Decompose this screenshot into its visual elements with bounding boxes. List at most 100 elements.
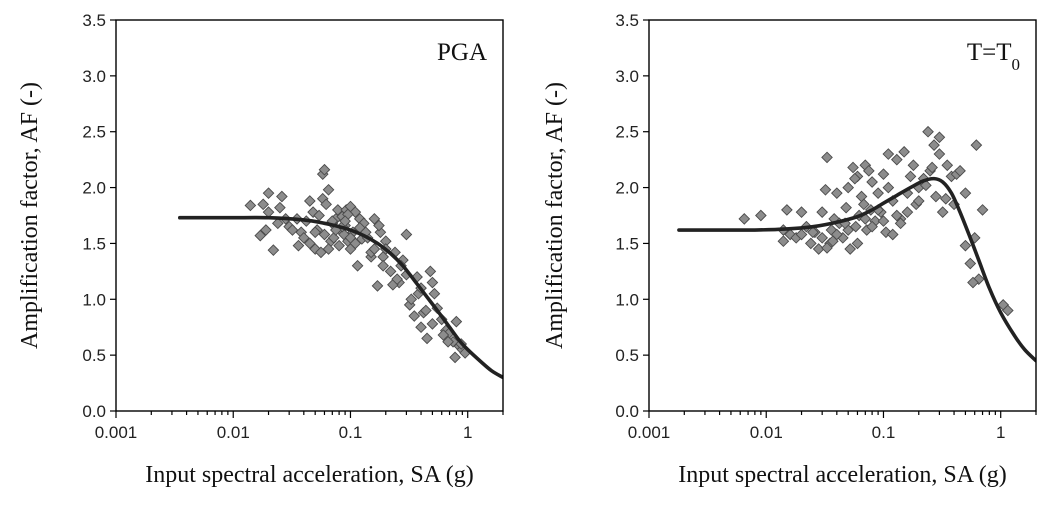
data-point <box>408 310 421 322</box>
x-axis-title: Input spectral acceleration, SA (g) <box>678 462 1007 488</box>
chart-marks <box>177 163 503 380</box>
data-point <box>384 265 397 278</box>
data-point <box>825 224 838 236</box>
data-point <box>857 198 870 211</box>
data-point <box>959 187 972 199</box>
data-point <box>374 226 387 239</box>
data-point <box>941 159 954 172</box>
data-point <box>901 206 914 218</box>
y-tick-label: 1.0 <box>82 290 106 309</box>
chart-panel-1: 0.0 0.5 1.0 1.5 2.0 2.5 3.0 3.5 0.001 0.01 0.1 1 PGA… <box>17 11 504 488</box>
data-point <box>844 243 857 255</box>
data-point <box>890 209 903 222</box>
data-point <box>795 206 808 218</box>
data-point <box>368 243 381 255</box>
fitted-curve <box>677 176 1036 363</box>
data-point <box>827 235 839 248</box>
data-point <box>930 190 942 203</box>
y-tick-label: 3.5 <box>615 11 639 30</box>
data-point <box>428 287 441 300</box>
data-point <box>286 224 299 236</box>
data-point <box>755 209 767 222</box>
data-point <box>842 181 855 194</box>
data-point <box>424 265 437 278</box>
panel-annotation: PGA <box>437 39 487 66</box>
y-tick-label: 3.0 <box>615 67 639 86</box>
x-tick-label: 0.01 <box>217 423 250 442</box>
x-tick-label: 0.1 <box>339 423 363 442</box>
data-point <box>303 195 316 207</box>
data-point <box>349 206 362 218</box>
data-point <box>267 244 280 256</box>
y-tick-label: 0.0 <box>82 402 106 421</box>
data-point <box>373 219 385 232</box>
data-point <box>812 243 825 255</box>
data-point <box>872 187 884 199</box>
data-point <box>260 224 272 236</box>
data-point <box>257 198 269 211</box>
plot-frame <box>648 19 1037 412</box>
data-point <box>244 199 257 212</box>
data-point <box>426 276 439 289</box>
data-point <box>415 321 427 334</box>
data-point <box>840 201 852 214</box>
data-point <box>936 206 949 218</box>
data-point <box>449 351 461 364</box>
data-point <box>819 183 832 196</box>
data-point <box>254 229 267 242</box>
data-point <box>420 304 432 317</box>
data-point <box>322 243 335 255</box>
data-point <box>309 226 322 239</box>
data-point <box>437 329 450 341</box>
data-point <box>821 242 833 254</box>
y-tick-label: 2.5 <box>615 123 639 142</box>
data-point <box>882 181 895 194</box>
data-point <box>450 315 463 328</box>
y-tick-label: 1.5 <box>82 234 106 253</box>
data-point <box>847 161 859 174</box>
data-point <box>912 195 925 207</box>
data-point <box>882 148 895 160</box>
y-tick-label: 3.5 <box>82 11 106 30</box>
chart-panel-2: 0.0 0.5 1.0 1.5 2.0 2.5 3.0 3.5 0.001 0.01 0.1 1 T=T… <box>542 11 1037 488</box>
y-tick-label: 0.0 <box>615 402 639 421</box>
x-axis-title: Input spectral acceleration, SA (g) <box>145 462 474 488</box>
data-point <box>297 232 310 244</box>
data-point <box>907 159 920 172</box>
data-point <box>318 163 331 176</box>
x-tick-label: 0.01 <box>750 423 783 442</box>
data-point <box>928 139 940 151</box>
data-point <box>274 201 286 214</box>
data-point <box>904 170 917 183</box>
data-point <box>849 172 861 185</box>
y-axis-title: Amplification factor, AF (-) <box>17 82 43 349</box>
data-point <box>933 148 946 160</box>
data-point <box>890 153 903 166</box>
annotation-text: T=T <box>967 39 1012 66</box>
y-tick-label: 2.0 <box>615 179 639 198</box>
data-point <box>964 257 977 270</box>
data-point <box>898 145 910 158</box>
data-point <box>933 131 946 144</box>
data-point <box>262 206 275 218</box>
data-point <box>816 206 829 218</box>
data-point <box>377 259 389 272</box>
data-point <box>307 206 319 218</box>
data-point <box>939 192 952 205</box>
fitted-curve <box>177 215 503 380</box>
x-tick-label: 1 <box>463 423 472 442</box>
y-tick-label: 0.5 <box>82 346 106 365</box>
data-point <box>442 335 454 348</box>
data-point <box>807 226 819 239</box>
data-point <box>426 318 439 330</box>
data-point <box>391 273 403 286</box>
data-point <box>877 168 890 181</box>
data-point <box>271 217 284 230</box>
plot-frame <box>115 19 504 412</box>
data-point <box>777 235 790 248</box>
data-point <box>804 237 817 250</box>
data-point <box>866 176 878 188</box>
data-point <box>816 232 829 244</box>
data-point <box>970 139 983 151</box>
